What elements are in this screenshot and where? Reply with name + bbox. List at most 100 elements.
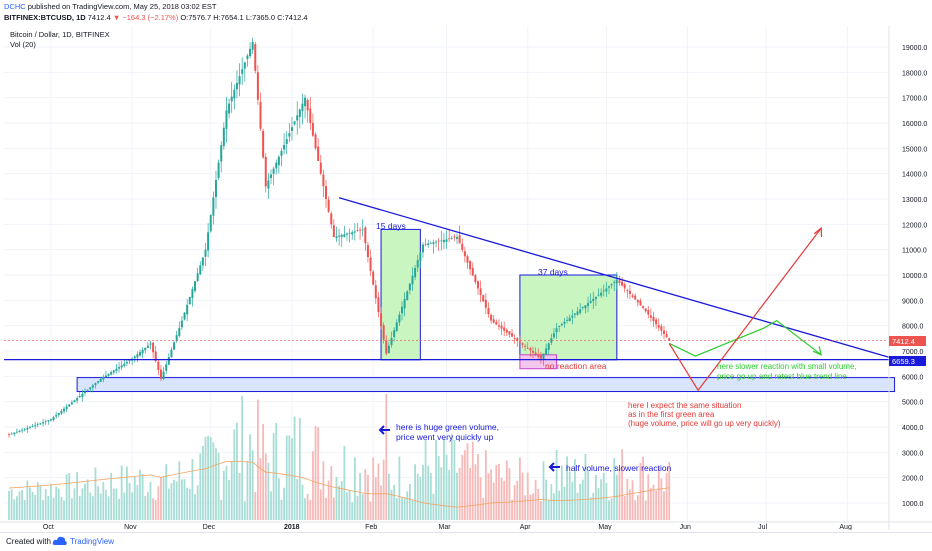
candle-body	[298, 109, 301, 117]
candle-body	[125, 361, 128, 364]
candle-body	[466, 256, 469, 263]
candle-body	[251, 41, 254, 50]
huge-volume-arrow	[378, 425, 390, 435]
candle-body	[621, 281, 624, 286]
chart-area[interactable]: 1000.0 2000.0 3000.0 4000.0 5000.0 6000.0 7000…	[0, 26, 932, 531]
candle-body	[68, 404, 71, 407]
volume-bar	[610, 498, 613, 520]
volume-bar	[519, 457, 521, 520]
candle-body	[550, 338, 553, 343]
annotation-huge-volume-1: here is huge green volume,	[396, 422, 499, 432]
volume-bar	[330, 466, 333, 520]
volume-bar	[131, 492, 134, 520]
candle-body	[479, 288, 482, 295]
candle-body	[259, 102, 262, 129]
volume-bar	[304, 498, 306, 520]
volume-bar	[146, 492, 149, 520]
tradingview-cloud-icon[interactable]	[52, 535, 68, 549]
candle-body	[102, 377, 105, 380]
volume-bar	[136, 485, 139, 520]
candle-body	[209, 214, 212, 232]
volume-bar	[388, 473, 390, 520]
candle-body	[228, 103, 231, 114]
volume-bar	[36, 482, 39, 520]
candle-body	[382, 325, 385, 340]
candle-body	[348, 232, 351, 234]
candle-body	[414, 267, 417, 278]
volume-bar	[401, 497, 403, 520]
green-zone-15-days	[380, 228, 421, 361]
price-tick-label: 6000.0	[902, 374, 924, 381]
footer: Created with TradingView	[0, 532, 932, 551]
candle-body	[104, 375, 107, 378]
volume-bar	[547, 500, 550, 520]
tradingview-link[interactable]: TradingView	[70, 537, 115, 546]
candle-body	[560, 324, 563, 326]
candle-body	[445, 239, 448, 242]
volume-bar	[107, 496, 110, 520]
volume-bar	[254, 492, 257, 520]
volume-bar	[207, 435, 210, 520]
candle-body	[296, 115, 299, 121]
price-tick-label: 13000.0	[902, 197, 927, 204]
volume-bar	[301, 484, 304, 520]
candle-body	[642, 306, 645, 308]
author-link[interactable]: DCHC	[4, 2, 26, 11]
time-axis: Oct Nov Dec 2018 Feb Mar Apr May Jun Jul Aug	[0, 521, 932, 531]
down-arrow-icon: ▼	[112, 13, 121, 22]
volume-bar	[76, 471, 79, 520]
candle-body	[230, 96, 233, 102]
volume-bar	[52, 497, 55, 520]
candle-body	[136, 354, 139, 358]
candle-body	[652, 316, 655, 321]
volume-bar	[571, 481, 574, 520]
volume-bar	[217, 453, 220, 520]
support-price-tag	[889, 356, 926, 366]
last-price: 7412.4	[87, 13, 111, 22]
volume-bar	[29, 487, 31, 520]
volume-bar	[277, 478, 280, 520]
annotation-slower-1: here slower reaction with small volume,	[717, 362, 857, 371]
price-tick-label: 15000.0	[902, 146, 927, 153]
volume-bar	[291, 438, 293, 520]
price-chart[interactable]: 1000.0 2000.0 3000.0 4000.0 5000.0 6000.0 7000…	[0, 26, 932, 531]
volume-bar	[167, 488, 170, 520]
candle-body	[118, 367, 121, 369]
volume-bar	[615, 474, 618, 520]
candle-body	[233, 89, 236, 99]
candle-body	[359, 229, 362, 231]
volume-bar	[13, 499, 16, 520]
candle-body	[256, 72, 259, 100]
volume-bar	[477, 453, 479, 520]
volume-bar	[94, 467, 97, 520]
volume-bar	[550, 484, 553, 520]
candle-body	[65, 406, 68, 410]
support-zone	[76, 377, 896, 393]
volume-bar	[272, 433, 275, 520]
volume-bar	[642, 456, 644, 520]
candle-body	[110, 372, 113, 375]
price-tick-label: 5000.0	[902, 400, 924, 407]
volume-bar	[594, 474, 597, 520]
volume-bar	[566, 456, 568, 520]
volume-bar	[86, 479, 89, 520]
volume-bar	[665, 473, 668, 520]
volume-bar	[306, 493, 309, 520]
volume-bar	[312, 451, 314, 520]
candle-body	[377, 297, 380, 313]
candle-body	[322, 174, 325, 187]
volume-bar	[589, 497, 592, 520]
candle-body	[173, 342, 176, 350]
candle-body	[115, 368, 118, 371]
candle-body	[272, 168, 275, 174]
candle-body	[49, 419, 52, 421]
volume-bar	[443, 438, 445, 520]
candle-body	[196, 273, 199, 281]
volume-bar	[458, 467, 461, 520]
candle-body	[532, 350, 534, 353]
volume-bar	[60, 497, 63, 520]
candle-body	[57, 413, 60, 416]
volume-bar	[267, 462, 270, 520]
candle-body	[649, 315, 652, 318]
volume-bar	[574, 458, 576, 520]
